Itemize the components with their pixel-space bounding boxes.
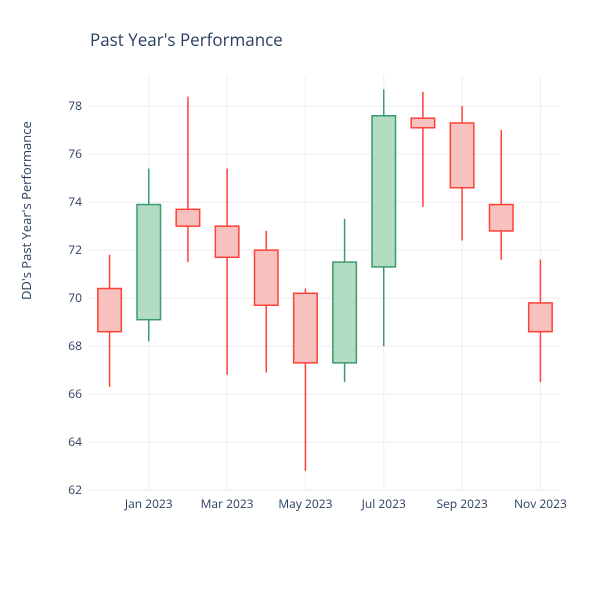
chart-title: Past Year's Performance [90, 28, 283, 51]
x-tick-label: Jan 2023 [124, 495, 173, 512]
candle-body [411, 118, 435, 128]
candle-body [255, 250, 279, 305]
candle-body [450, 123, 474, 188]
y-tick-label: 78 [68, 97, 82, 114]
candle-body [490, 205, 514, 231]
y-tick-label: 74 [68, 193, 82, 210]
x-tick-label: May 2023 [278, 495, 332, 512]
y-tick-label: 62 [68, 481, 82, 498]
candle-body [294, 293, 318, 363]
candle-body [529, 303, 553, 332]
candle-body [176, 209, 200, 226]
y-tick-label: 64 [68, 433, 82, 450]
x-tick-label: Jul 2023 [361, 495, 406, 512]
y-tick-label: 76 [68, 145, 82, 162]
candlestick-chart: Past Year's Performance DD's Past Year's… [0, 0, 600, 600]
candle-body [372, 116, 396, 267]
y-axis-label: DD's Past Year's Performance [17, 121, 35, 300]
x-tick-label: Sep 2023 [436, 495, 487, 512]
candle-body [333, 262, 357, 363]
x-tick-label: Mar 2023 [201, 495, 254, 512]
candle-body [137, 205, 161, 320]
y-tick-label: 70 [68, 289, 82, 306]
y-tick-label: 72 [68, 241, 82, 258]
candle-body [98, 288, 122, 331]
y-tick-label: 68 [68, 337, 82, 354]
y-tick-label: 66 [68, 385, 82, 402]
chart-svg: 62 64 66 68 70 72 74 76 78 Jan 2023 Mar 2023 May 20… [0, 0, 600, 600]
candle-body [215, 226, 239, 257]
x-tick-label: Nov 2023 [514, 495, 567, 512]
